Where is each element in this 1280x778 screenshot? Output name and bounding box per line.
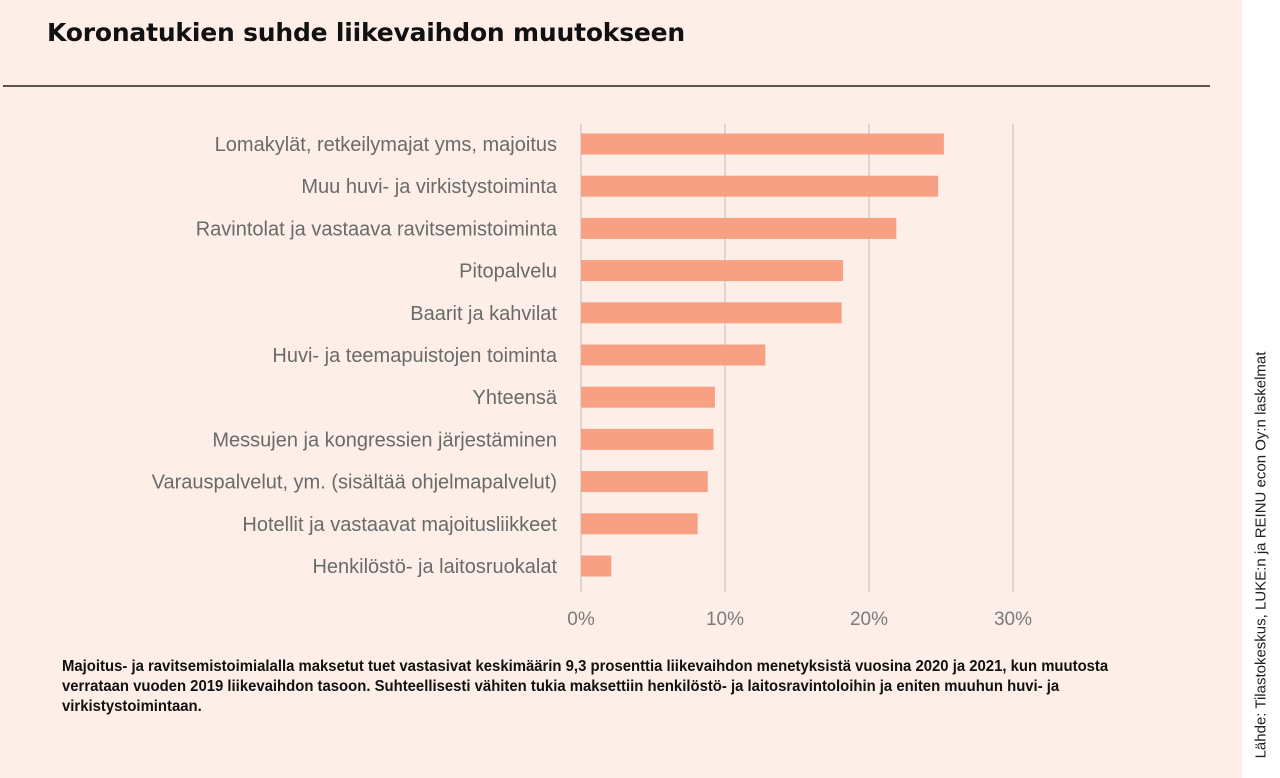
chart-panel: Koronatukien suhde liikevaihdon muutokse… xyxy=(0,0,1242,778)
category-label-1: Muu huvi- ja virkistystoiminta xyxy=(301,176,558,198)
x-tick-label-3: 30% xyxy=(994,609,1032,630)
bar-1 xyxy=(581,175,939,197)
bar-9 xyxy=(581,513,698,535)
bar-chart: Lomakylät, retkeilymajat yms, majoitus Mu… xyxy=(152,124,1032,630)
x-tick-label-2: 20% xyxy=(850,609,888,630)
category-label-0: Lomakylät, retkeilymajat yms, majoitus xyxy=(215,134,557,156)
bar-2 xyxy=(581,217,897,239)
x-tick-label-1: 10% xyxy=(706,609,744,630)
bar-10 xyxy=(581,555,612,577)
category-label-5: Huvi- ja teemapuistojen toiminta xyxy=(272,345,557,367)
bar-0 xyxy=(581,133,944,155)
category-label-3: Pitopalvelu xyxy=(459,261,557,283)
category-label-6: Yhteensä xyxy=(472,387,557,409)
x-tick-label-0: 0% xyxy=(567,609,595,630)
source-note: Lähde: Tilastokeskus, LUKE:n ja REINU ec… xyxy=(1242,0,1280,778)
category-label-7: Messujen ja kongressien järjestäminen xyxy=(212,429,557,451)
bar-5 xyxy=(581,344,766,366)
bar-3 xyxy=(581,260,844,282)
bar-7 xyxy=(581,428,714,450)
category-label-2: Ravintolat ja vastaava ravitsemistoimint… xyxy=(196,218,558,240)
source-text: Lähde: Tilastokeskus, LUKE:n ja REINU ec… xyxy=(1252,351,1270,759)
title-divider xyxy=(3,85,1210,87)
chart-title: Koronatukien suhde liikevaihdon muutokse… xyxy=(47,18,686,47)
bar-4 xyxy=(581,302,842,324)
category-label-4: Baarit ja kahvilat xyxy=(410,303,557,325)
category-label-10: Henkilöstö- ja laitosruokalat xyxy=(312,556,557,578)
category-label-9: Hotellit ja vastaavat majoitusliikkeet xyxy=(242,514,557,536)
bar-6 xyxy=(581,386,715,408)
chart-caption: Majoitus- ja ravitsemistoimialalla makse… xyxy=(62,658,1109,715)
category-label-8: Varauspalvelut, ym. (sisältää ohjelmapal… xyxy=(152,472,557,494)
bar-8 xyxy=(581,471,708,493)
